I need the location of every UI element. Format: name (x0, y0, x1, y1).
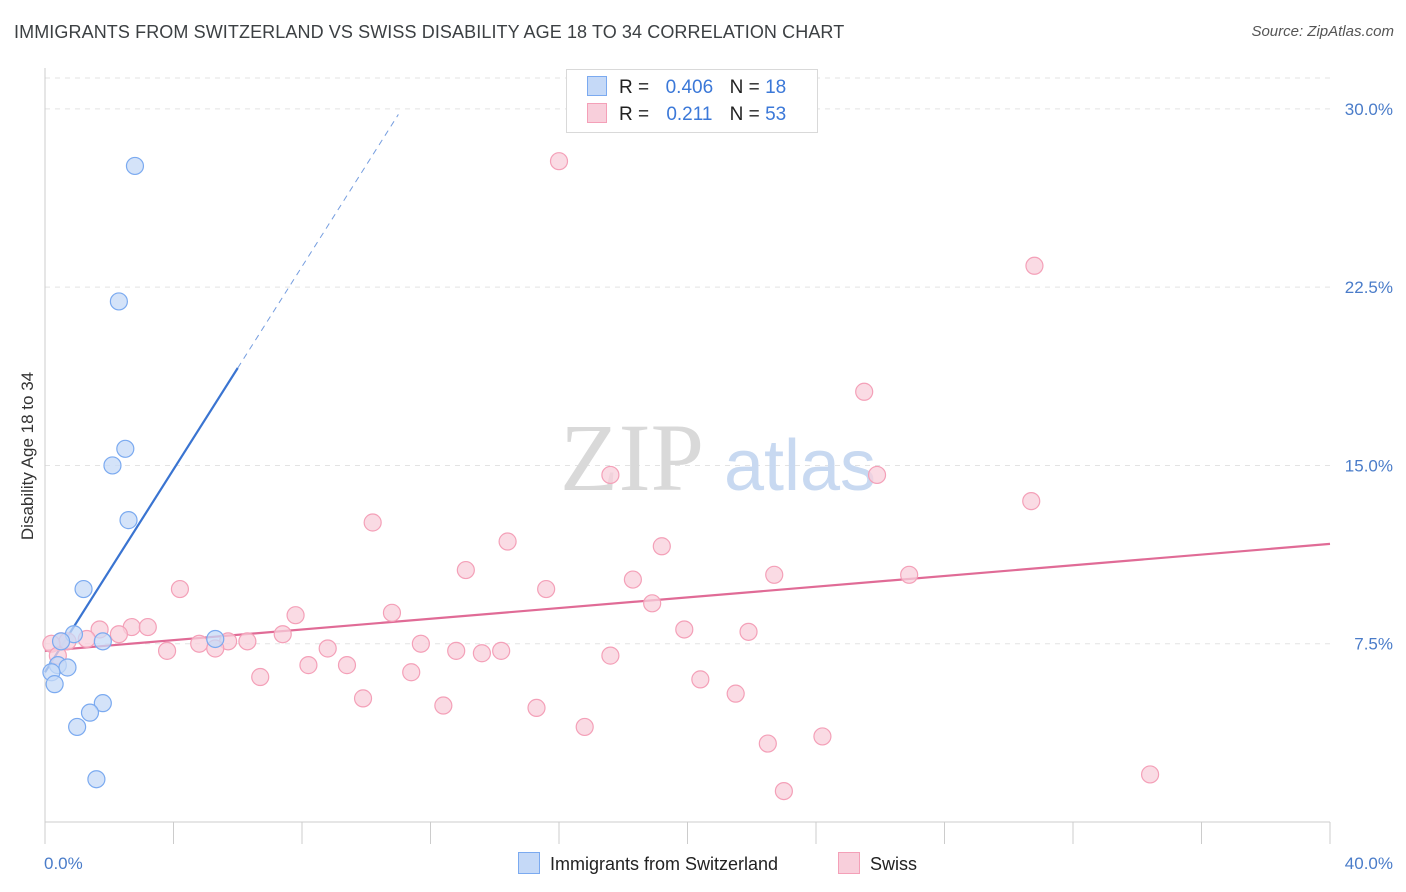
point-swiss (286, 606, 305, 625)
point-swiss (867, 465, 887, 485)
point-swiss (691, 670, 710, 689)
point-swiss (170, 579, 190, 599)
point-swiss (318, 639, 337, 658)
point-swiss (765, 565, 784, 584)
point-swiss (157, 641, 177, 660)
point-swiss (774, 781, 793, 801)
point-swiss (109, 625, 128, 644)
point-swiss (652, 537, 671, 556)
point-swiss (855, 382, 874, 401)
watermark-atlas: atlas (724, 426, 876, 506)
point-swiss (813, 727, 832, 746)
legend-n-label: N = (729, 104, 760, 125)
legend-r-value: 0.406 (665, 77, 714, 98)
point-swiss (138, 617, 157, 637)
point-switzerland (74, 579, 93, 599)
y-tick-label: 22.5% (1345, 278, 1393, 297)
point-swiss (758, 734, 777, 753)
trend-line-switzerland (44, 367, 239, 673)
legend-swatch-blue (587, 76, 607, 96)
legend-n-value: 18 (765, 77, 787, 98)
point-swiss (1140, 765, 1160, 784)
legend-r-value: 0.211 (666, 104, 713, 125)
bottom-legend-label: Swiss (870, 854, 918, 874)
point-swiss (353, 689, 373, 708)
trend-line-extension (237, 114, 399, 369)
y-tick-label: 15.0% (1345, 456, 1393, 475)
point-switzerland (93, 694, 112, 713)
y-tick-labels: 7.5% 15.0% 22.5% 30.0% (1345, 100, 1393, 654)
source-label: Source: ZipAtlas.com (1251, 23, 1394, 40)
point-swiss (456, 560, 475, 580)
point-swiss (492, 641, 511, 660)
bottom-legend-switzerland: Immigrants from Switzerland (518, 852, 778, 875)
axes (44, 68, 1331, 844)
point-swiss (601, 646, 620, 665)
y-tick-label: 7.5% (1354, 635, 1393, 654)
point-swiss (537, 579, 556, 599)
point-swiss (190, 634, 209, 653)
point-swiss (447, 641, 466, 660)
point-swiss (337, 656, 357, 675)
point-switzerland (68, 717, 87, 737)
point-switzerland (206, 629, 225, 649)
point-swiss (643, 594, 662, 613)
point-switzerland (45, 675, 64, 694)
bottom-legend-swiss: Swiss (838, 852, 917, 875)
point-swiss (527, 698, 546, 718)
legend-r-label: R = (619, 77, 650, 98)
point-swiss (472, 644, 491, 663)
point-swiss (1025, 256, 1044, 275)
bottom-legend-swatch-blue (518, 852, 540, 874)
point-swiss (411, 634, 430, 653)
point-swiss (601, 465, 620, 485)
x-tick-label-min: 0.0% (44, 854, 83, 873)
chart-title: IMMIGRANTS FROM SWITZERLAND VS SWISS DIS… (14, 22, 845, 42)
point-swiss (251, 667, 270, 687)
point-swiss (739, 622, 758, 641)
legend-swatch-pink (587, 103, 607, 123)
correlation-legend: R = 0.406 N = 18 R = 0.211 N = 53 (566, 69, 818, 133)
point-swiss (1022, 492, 1041, 511)
legend-r-label: R = (619, 104, 650, 125)
point-switzerland (80, 703, 100, 722)
legend-n-value: 53 (765, 104, 787, 125)
bottom-legend-swatch-pink (838, 852, 860, 874)
point-switzerland (125, 156, 145, 176)
trend-lines (44, 114, 1331, 673)
point-switzerland (109, 292, 128, 311)
point-swiss (498, 532, 517, 551)
x-tick-label-max: 40.0% (1345, 854, 1393, 873)
trend-line-swiss (44, 542, 1331, 652)
point-switzerland (119, 511, 138, 530)
point-switzerland (93, 632, 112, 651)
bottom-legend-label: Immigrants from Switzerland (550, 854, 779, 874)
point-swiss (363, 513, 382, 532)
data-points (42, 152, 1160, 801)
point-swiss (675, 620, 694, 639)
point-switzerland (103, 456, 122, 475)
point-swiss (623, 570, 642, 589)
point-switzerland (58, 658, 77, 677)
point-swiss (549, 152, 569, 171)
point-swiss (575, 717, 594, 737)
point-swiss (434, 696, 453, 715)
point-swiss (382, 603, 402, 622)
legend-n-label: N = (729, 77, 760, 98)
point-swiss (900, 565, 919, 584)
point-switzerland (116, 439, 135, 458)
point-swiss (273, 625, 292, 644)
y-tick-label: 30.0% (1345, 100, 1393, 119)
point-swiss (238, 632, 257, 651)
point-swiss (299, 656, 318, 675)
watermark-zip: ZIP (560, 404, 704, 511)
point-switzerland (87, 770, 106, 789)
point-swiss (402, 663, 421, 682)
legend-row-switzerland: R = 0.406 N = 18 (587, 76, 786, 102)
legend-row-swiss: R = 0.211 N = 53 (587, 103, 786, 129)
point-switzerland (51, 632, 71, 651)
point-swiss (726, 684, 745, 703)
watermark: ZIP atlas (560, 404, 876, 511)
